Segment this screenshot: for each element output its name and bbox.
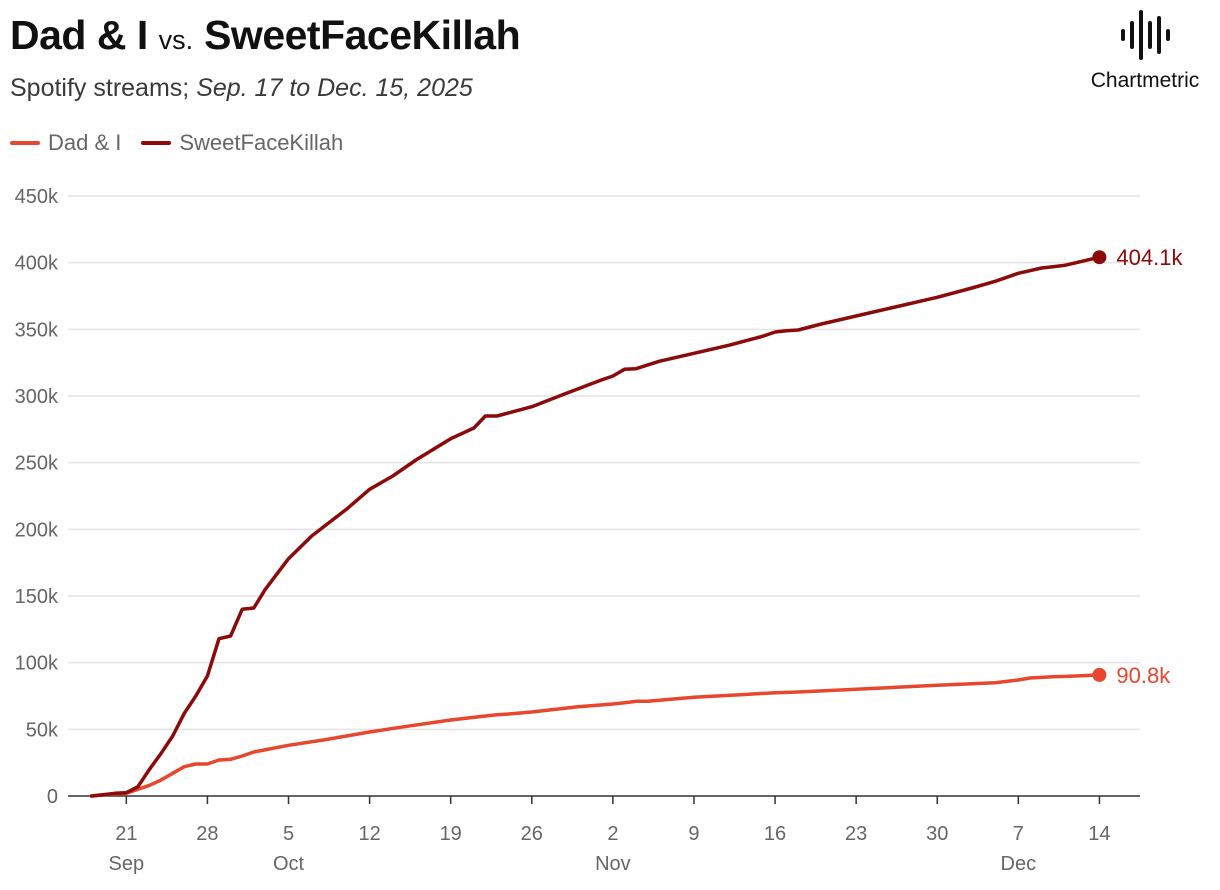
y-tick-label: 300k	[15, 386, 59, 408]
series-end-point-1	[1092, 250, 1107, 265]
x-tick-label: 7	[1013, 823, 1024, 845]
x-month-label: Oct	[273, 853, 305, 875]
y-tick-label: 450k	[15, 186, 59, 208]
x-tick-label: 30	[926, 823, 948, 845]
series-end-point-0	[1092, 667, 1107, 682]
brand-name: Chartmetric	[1090, 69, 1200, 92]
legend-label-dad-and-i: Dad & I	[48, 130, 122, 155]
y-tick-label: 100k	[15, 653, 59, 675]
subtitle-date-range: Sep. 17 to Dec. 15, 2025	[196, 74, 473, 102]
x-tick-label: 5	[283, 823, 294, 845]
legend-label-sweetfacekillah: SweetFaceKillah	[179, 130, 344, 155]
chart-legend: Dad & I SweetFaceKillah	[10, 130, 343, 156]
y-tick-label: 400k	[15, 253, 59, 275]
title-series-a: Dad & I	[10, 12, 148, 58]
x-tick-label: 23	[845, 823, 867, 845]
brand-logo: Chartmetric	[1080, 8, 1210, 93]
y-tick-label: 150k	[15, 586, 59, 608]
chart-title: Dad & I vs. SweetFaceKillah	[10, 12, 521, 59]
x-tick-label: 19	[440, 823, 462, 845]
x-tick-label: 21	[115, 823, 137, 845]
chartmetric-waveform-icon	[1121, 10, 1170, 60]
series-end-label-1: 404.1k	[1116, 245, 1183, 270]
y-tick-label: 200k	[15, 519, 59, 541]
series-end-label-0: 90.8k	[1116, 663, 1171, 688]
y-tick-label: 50k	[26, 719, 59, 741]
x-tick-label: 14	[1088, 823, 1110, 845]
legend-swatch-sweetfacekillah	[141, 141, 172, 145]
legend-item-sweetfacekillah[interactable]: SweetFaceKillah	[141, 130, 343, 156]
legend-item-dad-and-i[interactable]: Dad & I	[10, 130, 121, 156]
x-tick-label: 9	[688, 823, 699, 845]
title-series-b: SweetFaceKillah	[204, 12, 521, 58]
y-tick-label: 0	[47, 786, 58, 808]
legend-swatch-dad-and-i	[10, 141, 40, 145]
x-tick-label: 2	[607, 823, 618, 845]
y-tick-label: 250k	[15, 453, 59, 475]
x-tick-label: 26	[521, 823, 543, 845]
x-tick-label: 16	[764, 823, 786, 845]
y-tick-label: 350k	[15, 319, 59, 341]
x-tick-label: 28	[196, 823, 218, 845]
chart-subtitle: Spotify streams; Sep. 17 to Dec. 15, 202…	[10, 74, 473, 103]
x-tick-label: 12	[358, 823, 380, 845]
series-line-0	[89, 673, 1102, 798]
x-month-label: Dec	[1001, 853, 1037, 875]
title-vs: vs.	[158, 25, 194, 55]
subtitle-prefix: Spotify streams;	[10, 74, 190, 102]
series-line-1	[89, 255, 1102, 798]
x-month-label: Sep	[109, 853, 145, 875]
x-month-label: Nov	[595, 853, 631, 875]
